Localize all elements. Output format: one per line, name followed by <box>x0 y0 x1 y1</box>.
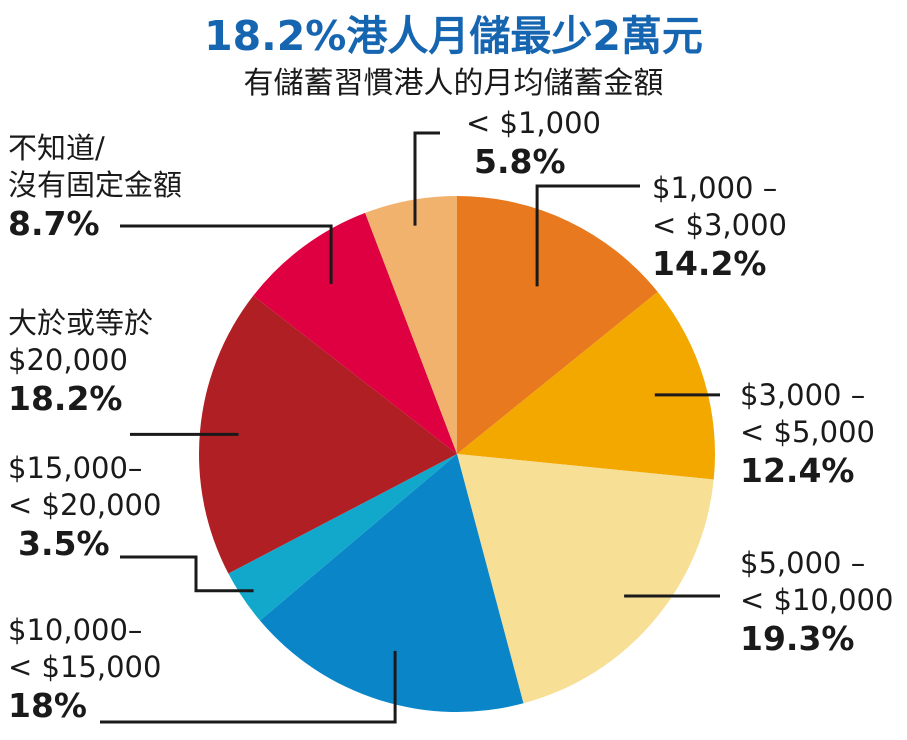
chart-title: 18.2%港人月儲最少2萬元 <box>204 12 703 60</box>
slice-label-line: < $1,000 <box>466 106 601 140</box>
slice-label-line: 沒有固定金額 <box>8 168 183 202</box>
leader-line <box>120 555 254 593</box>
slice-label-line: $1,000 – <box>652 171 778 205</box>
pie-slice <box>253 212 457 454</box>
slice-label-15000-20000: $15,000– < $20,000 3.5% <box>8 450 161 564</box>
slice-percent: 3.5% <box>18 524 110 563</box>
leader-line <box>413 131 440 226</box>
pie-slice <box>198 295 457 574</box>
slice-label-unknown: 不知道/ 沒有固定金額 8.7% <box>8 130 182 244</box>
pie-slice <box>457 454 714 704</box>
slice-percent: 18% <box>8 686 87 725</box>
leader-line <box>100 650 397 724</box>
slice-label-line: $3,000 – <box>740 378 866 412</box>
slice-percent: 12.4% <box>740 451 855 490</box>
slice-percent: 19.3% <box>740 619 855 658</box>
slice-label-1000-3000: $1,000 – < $3,000 14.2% <box>652 170 787 284</box>
slice-label-line: < $3,000 <box>652 208 787 242</box>
slice-label-under-1000: < $1,000 5.8% <box>466 105 601 182</box>
slice-label-5000-10000: $5,000 – < $10,000 19.3% <box>740 545 893 659</box>
slice-percent: 8.7% <box>8 204 100 243</box>
slice-label-line: $10,000– <box>8 613 143 647</box>
slice-label-line: 大於或等於 <box>8 306 154 340</box>
slice-label-3000-5000: $3,000 – < $5,000 12.4% <box>740 377 875 491</box>
slice-label-line: < $5,000 <box>740 415 875 449</box>
pie-slice <box>457 291 715 480</box>
slice-label-line: $5,000 – <box>740 546 866 580</box>
slice-percent: 5.8% <box>474 142 566 181</box>
slice-label-line: < $20,000 <box>8 488 162 522</box>
slice-label-20000-plus: 大於或等於 $20,000 18.2% <box>8 305 153 419</box>
pie-slice <box>228 454 457 621</box>
leader-line <box>535 184 640 287</box>
chart-subtitle: 有儲蓄習慣港人的月均儲蓄金額 <box>243 66 664 101</box>
pie-slice <box>259 454 524 713</box>
slice-label-10000-15000: $10,000– < $15,000 18% <box>8 612 161 726</box>
slice-label-line: < $15,000 <box>8 650 162 684</box>
slice-label-line: $15,000– <box>8 451 143 485</box>
slice-label-line: < $10,000 <box>740 583 894 617</box>
pie-slice <box>365 196 457 454</box>
leader-line <box>120 224 333 284</box>
slice-percent: 18.2% <box>8 379 123 418</box>
slice-label-line: $20,000 <box>8 343 128 377</box>
pie-slice <box>457 196 658 454</box>
slice-label-line: 不知道/ <box>8 131 105 165</box>
slice-percent: 14.2% <box>652 244 767 283</box>
